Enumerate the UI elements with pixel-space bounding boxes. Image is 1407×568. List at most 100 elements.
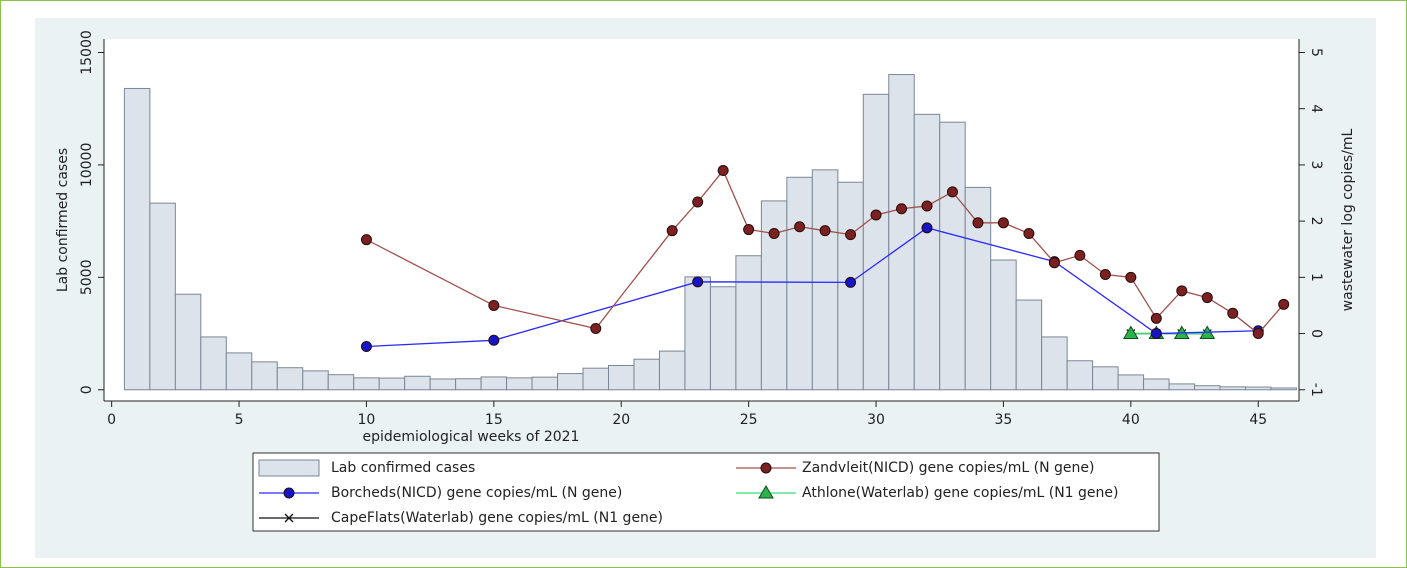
marker <box>284 513 294 523</box>
marker <box>758 485 774 499</box>
marker <box>845 229 857 241</box>
bar <box>862 93 890 391</box>
x-tick-label: 0 <box>107 412 116 428</box>
bar <box>786 176 813 391</box>
y2-tick-label: 4 <box>1308 104 1324 113</box>
y-axis-title: Lab confirmed cases <box>55 148 71 292</box>
bar <box>531 376 559 391</box>
marker <box>692 276 704 288</box>
x-axis-title: epidemiological weeks of 2021 <box>363 429 580 445</box>
bar <box>378 377 406 391</box>
marker <box>1278 298 1290 310</box>
marker <box>283 487 295 499</box>
bar <box>404 375 431 391</box>
bar <box>1194 385 1221 391</box>
bar <box>353 377 380 391</box>
legend-label: Athlone(Waterlab) gene copies/mL (N1 gen… <box>802 485 1118 501</box>
y2-tick-label: 1 <box>1308 273 1324 282</box>
marker <box>743 224 755 236</box>
bar <box>225 352 253 391</box>
marker <box>360 340 372 352</box>
series-line <box>366 169 1285 335</box>
marker <box>717 165 729 177</box>
marker <box>760 462 772 474</box>
bar <box>149 202 176 391</box>
bar <box>327 374 355 391</box>
marker <box>1227 307 1239 319</box>
marker <box>870 209 882 221</box>
legend-label: Zandvleit(NICD) gene copies/mL (N gene) <box>802 460 1094 476</box>
marker <box>1201 292 1213 304</box>
bar <box>251 361 278 391</box>
marker <box>590 322 602 334</box>
marker <box>1150 328 1162 340</box>
marker <box>360 234 372 246</box>
x-tick-label: 10 <box>358 412 376 428</box>
x-tick-label: 15 <box>485 412 503 428</box>
y-tick-label: 5000 <box>79 260 95 296</box>
y2-tick-label: 5 <box>1308 48 1324 57</box>
bar <box>480 376 508 391</box>
marker <box>1176 285 1188 297</box>
legend-box <box>252 452 1160 532</box>
bar <box>658 350 686 391</box>
x-tick-label: 30 <box>867 412 885 428</box>
marker <box>1023 227 1035 239</box>
bar <box>123 87 151 391</box>
x-tick-label: 45 <box>1249 412 1267 428</box>
marker <box>794 221 806 233</box>
marker <box>1099 269 1111 281</box>
bar <box>633 358 660 391</box>
x-tick-label: 5 <box>235 412 244 428</box>
y2-tick-label: 2 <box>1308 217 1324 226</box>
y2-tick-label: 0 <box>1308 329 1324 338</box>
y2-tick-label: -1 <box>1308 383 1324 397</box>
x-tick-label: 20 <box>612 412 630 428</box>
y-tick-label: 10000 <box>79 143 95 188</box>
bar <box>1168 383 1196 391</box>
x-tick-label: 40 <box>1122 412 1140 428</box>
bar <box>811 169 839 391</box>
bar <box>607 364 635 391</box>
marker <box>896 203 908 215</box>
bar <box>200 336 227 391</box>
marker <box>921 200 933 212</box>
bar <box>1092 366 1119 391</box>
marker <box>768 227 780 239</box>
x-tick-label: 25 <box>740 412 758 428</box>
y-tick-label: 15000 <box>79 30 95 75</box>
bar <box>709 286 737 391</box>
marker <box>1048 257 1060 269</box>
bar <box>735 255 762 391</box>
bar <box>1143 378 1170 391</box>
y-tick-label: 0 <box>79 385 95 394</box>
marker <box>488 334 500 346</box>
marker <box>1074 249 1086 261</box>
x-tick-label: 35 <box>995 412 1013 428</box>
marker <box>1122 325 1139 340</box>
marker <box>997 217 1009 229</box>
bar <box>913 113 941 391</box>
marker <box>845 276 857 288</box>
bar <box>174 293 202 391</box>
bar <box>506 377 533 391</box>
bar <box>888 74 915 391</box>
bar <box>939 121 966 391</box>
bar <box>990 259 1017 391</box>
bar <box>302 370 329 391</box>
bar <box>1244 386 1272 391</box>
legend-label: Lab confirmed cases <box>331 460 475 476</box>
legend-label: Borcheds(NICD) gene copies/mL (N gene) <box>331 485 622 501</box>
marker <box>972 217 984 229</box>
marker <box>819 225 831 237</box>
marker <box>1125 271 1137 283</box>
bar <box>1219 386 1246 391</box>
marker <box>692 196 704 208</box>
series-line <box>366 227 1259 348</box>
bar <box>684 276 711 391</box>
bar <box>1270 387 1297 391</box>
bar <box>429 378 457 391</box>
bar <box>1066 360 1094 391</box>
bar <box>557 373 584 391</box>
